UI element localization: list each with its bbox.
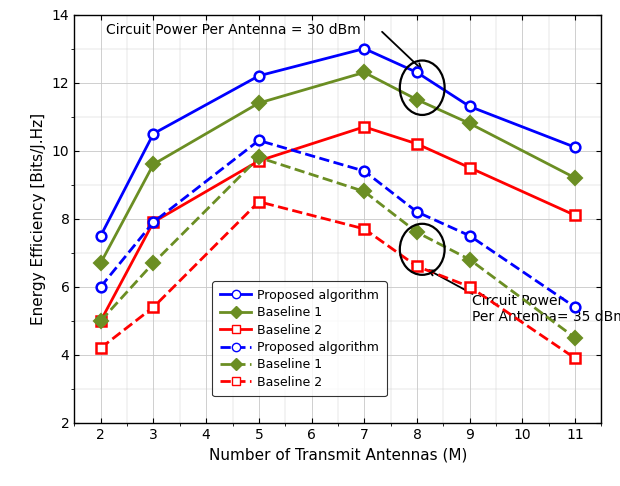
Legend: Proposed algorithm, Baseline 1, Baseline 2, Proposed algorithm, Baseline 1, Base: Proposed algorithm, Baseline 1, Baseline… [213, 281, 387, 396]
X-axis label: Number of Transmit Antennas (M): Number of Transmit Antennas (M) [209, 447, 467, 462]
Y-axis label: Energy Efficiency [Bits/J.Hz]: Energy Efficiency [Bits/J.Hz] [32, 113, 46, 325]
Text: Circuit Power
Per Antenna= 35 dBm: Circuit Power Per Antenna= 35 dBm [472, 294, 620, 324]
Text: Circuit Power Per Antenna = 30 dBm: Circuit Power Per Antenna = 30 dBm [106, 23, 361, 37]
